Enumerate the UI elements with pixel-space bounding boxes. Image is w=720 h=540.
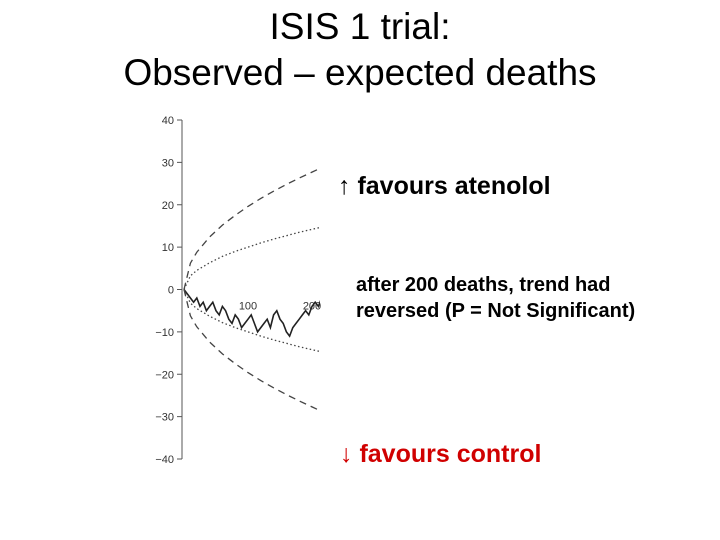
y-tick-label: 10 (162, 242, 174, 254)
page-title: ISIS 1 trial: Observed – expected deaths (0, 4, 720, 96)
series-dotted-4 (183, 289, 320, 353)
y-tick-label: −40 (155, 454, 174, 466)
favours-atenolol-label: ↑ favours atenolol (338, 172, 551, 200)
x-tick-label: 100 (239, 301, 257, 313)
y-tick-label: 0 (168, 285, 174, 297)
trend-note: after 200 deaths, trend had reversed (P … (356, 274, 636, 322)
title-line-1: ISIS 1 trial: (269, 6, 451, 47)
y-tick-label: 20 (162, 200, 174, 212)
y-tick-label: 30 (162, 157, 174, 169)
series-dotted-3 (183, 226, 320, 290)
series-dashed-2 (183, 289, 320, 412)
favours-control-label: ↓ favours control (340, 440, 542, 468)
series-dashed-1 (183, 167, 320, 290)
x-axis-ticks: 100 200 (239, 301, 321, 313)
y-tick-label: 40 (162, 115, 174, 127)
series-group (183, 167, 320, 412)
y-axis: 40 30 20 10 0 −10 −20 −30 −40 (155, 115, 183, 466)
y-tick-label: −20 (155, 369, 174, 381)
series-solid-0 (183, 289, 320, 338)
y-tick-label: −10 (155, 327, 174, 339)
y-tick-label: −30 (155, 412, 174, 424)
title-line-2: Observed – expected deaths (123, 52, 597, 93)
